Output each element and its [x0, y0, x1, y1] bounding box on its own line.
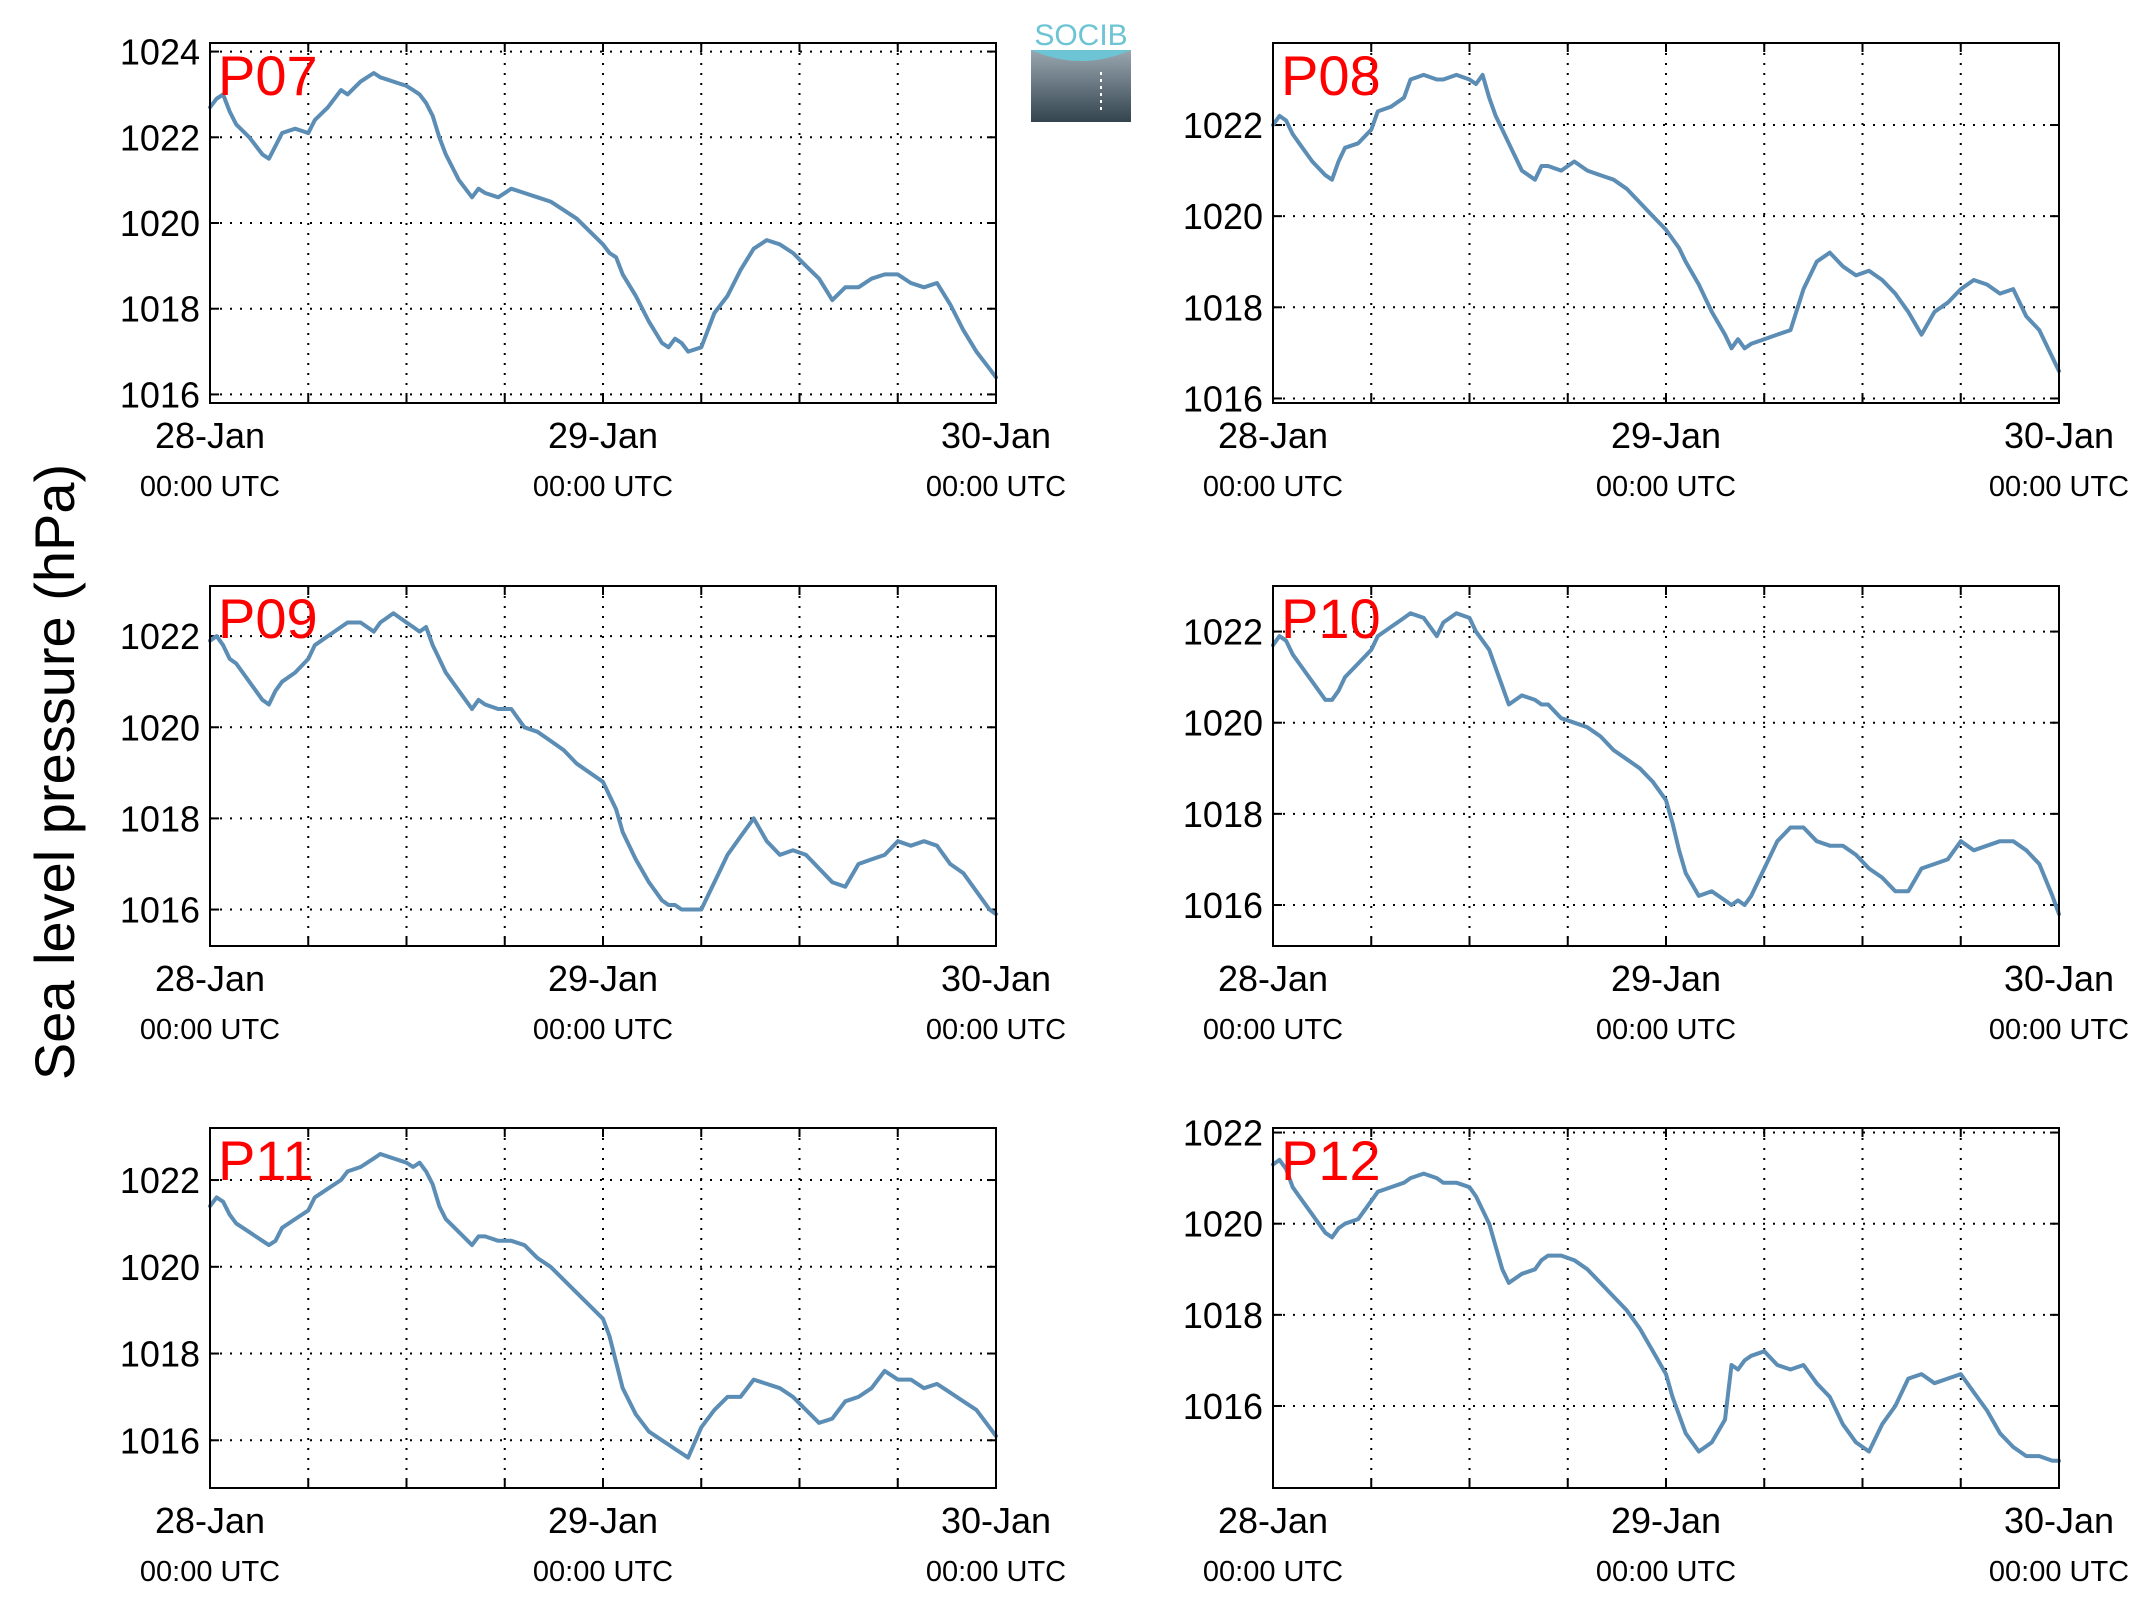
x-tick-label-time: 00:00 UTC	[1989, 1014, 2129, 1046]
figure-ylabel: Sea level pressure (hPa)	[23, 464, 86, 1080]
y-tick-label: 1018	[1183, 287, 1263, 328]
series-line	[208, 1152, 998, 1460]
axes-frame	[1272, 1127, 2060, 1489]
y-tick-label: 1016	[120, 374, 200, 415]
y-tick-label: 1020	[1183, 703, 1263, 744]
y-tick-label: 1018	[1183, 1295, 1263, 1336]
y-tick-label: 1020	[1183, 196, 1263, 237]
x-tick-label-day: 28-Jan	[155, 415, 265, 456]
series-line	[208, 611, 998, 917]
x-tick-label-day: 29-Jan	[548, 1500, 658, 1541]
x-tick-label-time: 00:00 UTC	[1203, 1556, 1343, 1588]
y-tick-label: 1016	[120, 890, 200, 931]
y-tick-label: 1018	[120, 1334, 200, 1375]
x-tick-label-time: 00:00 UTC	[1596, 1556, 1736, 1588]
y-tick-label: 1022	[120, 117, 200, 158]
y-tick-label: 1022	[120, 616, 200, 657]
x-tick-label-day: 29-Jan	[548, 415, 658, 456]
y-tick-label: 1016	[1183, 378, 1263, 419]
x-tick-label-time: 00:00 UTC	[1989, 1556, 2129, 1588]
y-tick-label: 1022	[1183, 612, 1263, 653]
panel-p08: 1016 1018 1020 1022 28-Jan 00:00 UTC 29-Jan 00:…	[1183, 42, 2129, 503]
y-tick-label: 1022	[1183, 1113, 1263, 1154]
x-tick-label-day: 28-Jan	[1218, 958, 1328, 999]
panels-container: 1016 1018 1020 1022 1024 28-Jan 00:00 UTC 29-Ja…	[120, 32, 2129, 1588]
x-tick-label-day: 28-Jan	[1218, 1500, 1328, 1541]
x-tick-label-time: 00:00 UTC	[533, 1556, 673, 1588]
panel-p09: 1016 1018 1020 1022 28-Jan 00:00 UTC 29-Jan 00:…	[120, 585, 1066, 1046]
panel-p10: 1016 1018 1020 1022 28-Jan 00:00 UTC 29-Jan 00:…	[1183, 585, 2129, 1046]
x-tick-label-time: 00:00 UTC	[140, 1556, 280, 1588]
series-line	[1271, 1157, 2061, 1463]
panel-p07: 1016 1018 1020 1022 1024 28-Jan 00:00 UTC 29-Ja…	[120, 32, 1066, 503]
panel-label: P12	[1281, 1129, 1381, 1192]
panel-p11: 1016 1018 1020 1022 28-Jan 00:00 UTC 29-Jan 00:…	[120, 1127, 1066, 1588]
x-tick-label-time: 00:00 UTC	[926, 471, 1066, 503]
y-tick-label: 1016	[1183, 885, 1263, 926]
y-tick-label: 1022	[120, 1160, 200, 1201]
x-tick-label-day: 30-Jan	[941, 1500, 1051, 1541]
x-tick-label-day: 30-Jan	[2004, 958, 2114, 999]
x-tick-label-time: 00:00 UTC	[533, 1014, 673, 1046]
x-tick-label-time: 00:00 UTC	[140, 1014, 280, 1046]
panel-p12: 1016 1018 1020 1022 28-Jan 00:00 UTC 29-Jan 00:…	[1183, 1113, 2129, 1588]
y-tick-label: 1024	[120, 32, 200, 73]
x-tick-label-time: 00:00 UTC	[140, 471, 280, 503]
x-tick-label-day: 29-Jan	[548, 958, 658, 999]
panel-label: P09	[218, 587, 318, 650]
x-tick-label-day: 29-Jan	[1611, 958, 1721, 999]
panel-label: P07	[218, 44, 318, 107]
logo-block	[1031, 50, 1131, 122]
y-tick-label: 1016	[120, 1420, 200, 1461]
x-tick-label-time: 00:00 UTC	[1203, 471, 1343, 503]
series-line	[1271, 611, 2061, 917]
x-tick-label-time: 00:00 UTC	[1989, 471, 2129, 503]
x-tick-label-day: 30-Jan	[941, 958, 1051, 999]
y-tick-label: 1018	[120, 798, 200, 839]
x-tick-label-day: 28-Jan	[155, 958, 265, 999]
x-tick-label-time: 00:00 UTC	[1203, 1014, 1343, 1046]
x-tick-label-day: 29-Jan	[1611, 1500, 1721, 1541]
logo-wave	[1031, 50, 1131, 61]
axes-frame	[1272, 585, 2060, 947]
series-line	[1271, 72, 2061, 374]
y-tick-label: 1020	[120, 203, 200, 244]
axes-frame	[209, 1127, 997, 1489]
x-tick-label-day: 30-Jan	[2004, 1500, 2114, 1541]
panel-label: P11	[218, 1129, 313, 1192]
x-tick-label-time: 00:00 UTC	[1596, 1014, 1736, 1046]
axes-frame	[209, 585, 997, 947]
y-tick-label: 1020	[120, 707, 200, 748]
y-tick-label: 1018	[120, 289, 200, 330]
socib-logo: SOCIB	[1031, 19, 1131, 122]
logo-text: SOCIB	[1034, 19, 1127, 52]
x-tick-label-time: 00:00 UTC	[533, 471, 673, 503]
x-tick-label-time: 00:00 UTC	[926, 1014, 1066, 1046]
x-tick-label-day: 28-Jan	[1218, 415, 1328, 456]
y-tick-label: 1022	[1183, 105, 1263, 146]
y-tick-label: 1020	[120, 1247, 200, 1288]
y-tick-label: 1018	[1183, 794, 1263, 835]
x-tick-label-time: 00:00 UTC	[1596, 471, 1736, 503]
panel-label: P08	[1281, 44, 1381, 107]
x-tick-label-day: 30-Jan	[2004, 415, 2114, 456]
panel-label: P10	[1281, 587, 1381, 650]
axes-frame	[209, 42, 997, 404]
y-tick-label: 1016	[1183, 1386, 1263, 1427]
x-tick-label-day: 28-Jan	[155, 1500, 265, 1541]
axes-frame	[1272, 42, 2060, 404]
series-line	[208, 71, 998, 380]
x-tick-label-day: 29-Jan	[1611, 415, 1721, 456]
y-tick-label: 1020	[1183, 1204, 1263, 1245]
x-tick-label-time: 00:00 UTC	[926, 1556, 1066, 1588]
x-tick-label-day: 30-Jan	[941, 415, 1051, 456]
